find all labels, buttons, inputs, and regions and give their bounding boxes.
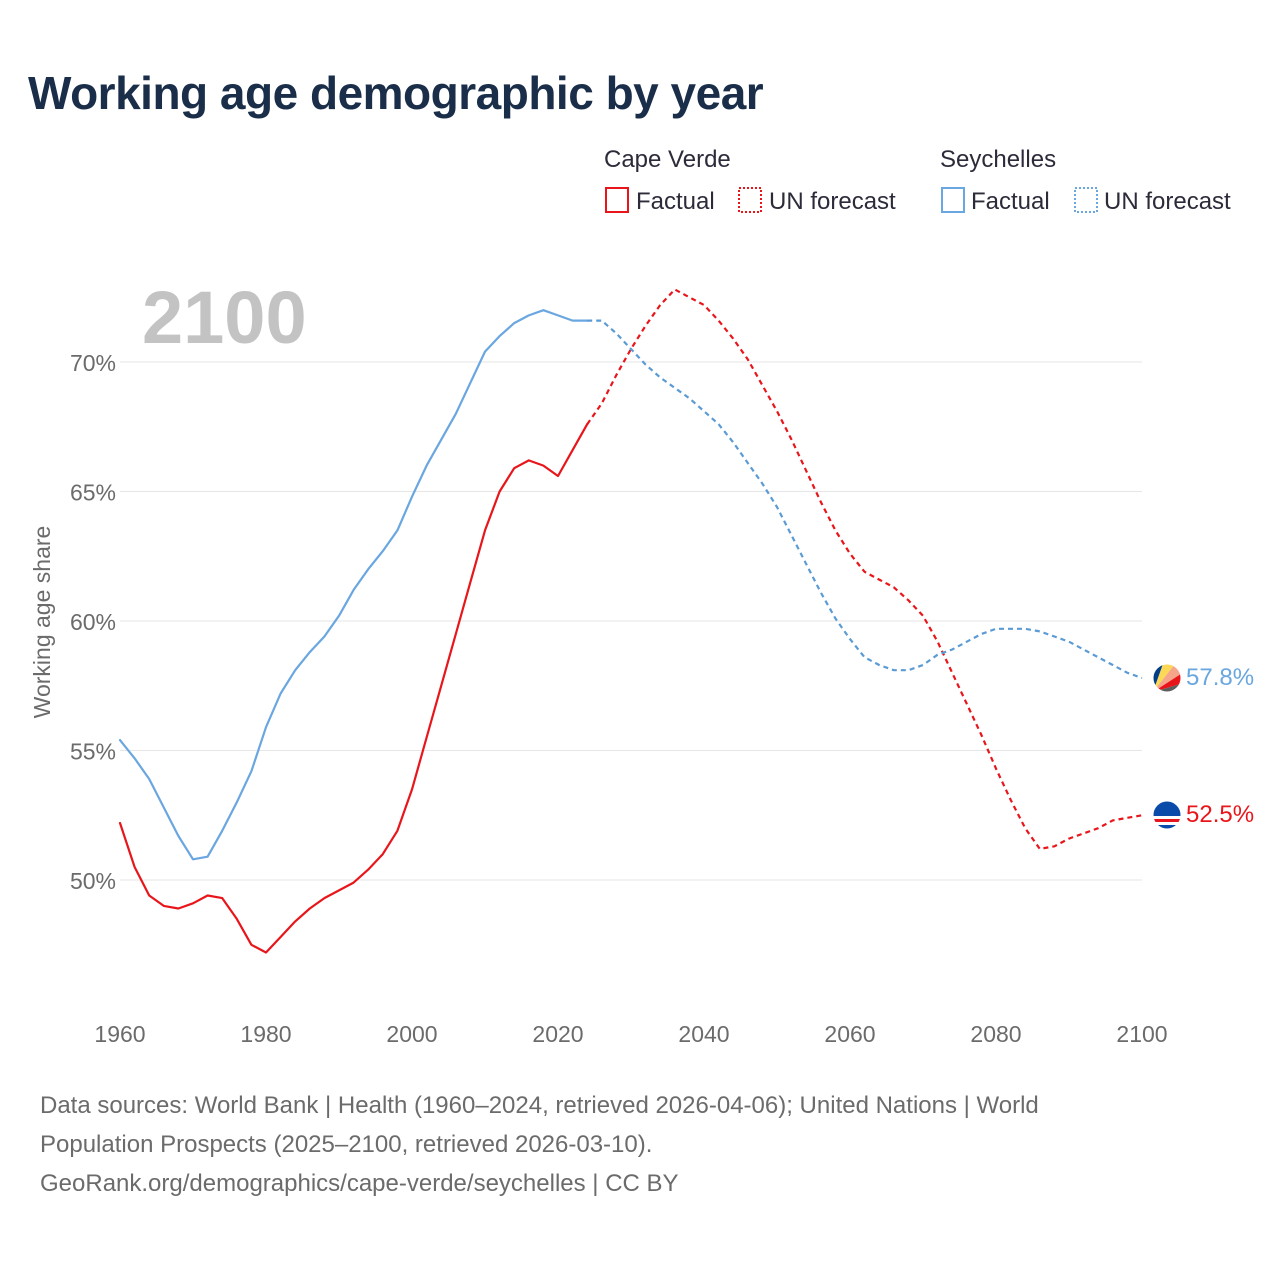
x-tick-label: 2000 (386, 1021, 437, 1047)
year-watermark: 2100 (142, 276, 307, 359)
legend-group-seychelles[interactable]: Seychelles Factual UN forecast (940, 146, 1231, 215)
chart-title: Working age demographic by year (28, 67, 764, 119)
end-label-seychelles: 57.8% (1186, 664, 1254, 691)
legend-group-title: Cape Verde (604, 146, 731, 173)
footer-sources: Data sources: World Bank | Health (1960–… (40, 1086, 1240, 1203)
seychelles-flag-icon (1152, 663, 1182, 693)
cape-verde-flag-icon (1152, 800, 1182, 830)
x-tick-label: 2040 (678, 1021, 729, 1047)
x-tick-label: 2020 (532, 1021, 583, 1047)
y-axis-ticks: 50% 55% 60% 65% 70% (70, 350, 116, 894)
series-line-seychelles-forecast[interactable] (587, 319, 1143, 680)
legend-label-forecast: UN forecast (1104, 188, 1231, 215)
legend-label-forecast: UN forecast (769, 188, 896, 215)
legend-group-title: Seychelles (940, 146, 1056, 173)
footer-line: Population Prospects (2025–2100, retriev… (40, 1131, 653, 1158)
x-tick-label: 2100 (1116, 1021, 1167, 1047)
x-tick-label: 2080 (970, 1021, 1021, 1047)
footer-line: Data sources: World Bank | Health (1960–… (40, 1092, 1039, 1119)
x-axis-ticks: 1960 1980 2000 2020 2040 2060 2080 2100 (94, 1021, 1167, 1047)
x-tick-label: 1980 (240, 1021, 291, 1047)
series-line-cape-verde-factual[interactable] (118, 423, 589, 954)
x-tick-label: 2060 (824, 1021, 875, 1047)
legend-label-factual: Factual (636, 188, 715, 215)
y-tick-label: 65% (70, 480, 116, 506)
legend-group-cape-verde[interactable]: Cape Verde Factual UN forecast (604, 146, 896, 215)
legend-swatch-factual (605, 187, 629, 213)
series-line-seychelles-factual[interactable] (118, 309, 589, 861)
y-axis-label: Working age share (29, 526, 55, 719)
footer-attribution[interactable]: GeoRank.org/demographics/cape-verde/seyc… (40, 1170, 679, 1197)
y-tick-label: 70% (70, 350, 116, 376)
y-tick-label: 60% (70, 609, 116, 635)
legend: Cape Verde Factual UN forecast Seychelle… (604, 146, 1231, 215)
series-lines (118, 288, 1143, 954)
legend-swatch-forecast (1074, 187, 1098, 213)
legend-label-factual: Factual (971, 188, 1050, 215)
x-tick-label: 1960 (94, 1021, 145, 1047)
end-label-cape-verde: 52.5% (1186, 801, 1254, 828)
y-tick-label: 55% (70, 739, 116, 765)
series-line-cape-verde-forecast[interactable] (586, 288, 1143, 850)
legend-swatch-forecast (738, 187, 762, 213)
y-tick-label: 50% (70, 868, 116, 894)
legend-swatch-factual (941, 187, 965, 213)
gridlines (120, 361, 1142, 881)
